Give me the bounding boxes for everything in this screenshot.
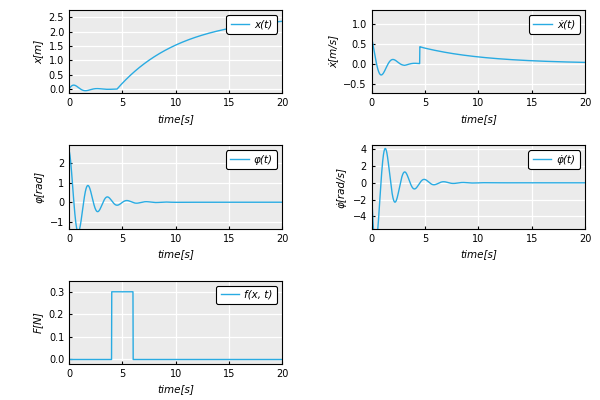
Legend: φ̇(t): φ̇(t) (529, 150, 580, 169)
X-axis label: time[s]: time[s] (157, 114, 194, 124)
X-axis label: time[s]: time[s] (157, 249, 194, 259)
Y-axis label: φ̇[rad/s]: φ̇[rad/s] (337, 166, 347, 208)
Legend: ẋ(t): ẋ(t) (529, 15, 580, 34)
Legend: f(x, t): f(x, t) (217, 286, 277, 304)
X-axis label: time[s]: time[s] (460, 249, 497, 259)
Y-axis label: x[m]: x[m] (33, 40, 43, 64)
Y-axis label: φ[rad]: φ[rad] (34, 171, 44, 203)
Y-axis label: F[N]: F[N] (33, 311, 43, 333)
X-axis label: time[s]: time[s] (157, 384, 194, 394)
Legend: φ(t): φ(t) (226, 150, 277, 169)
Y-axis label: ẋ[m/s]: ẋ[m/s] (328, 35, 338, 68)
X-axis label: time[s]: time[s] (460, 114, 497, 124)
Legend: x(t): x(t) (226, 15, 277, 34)
